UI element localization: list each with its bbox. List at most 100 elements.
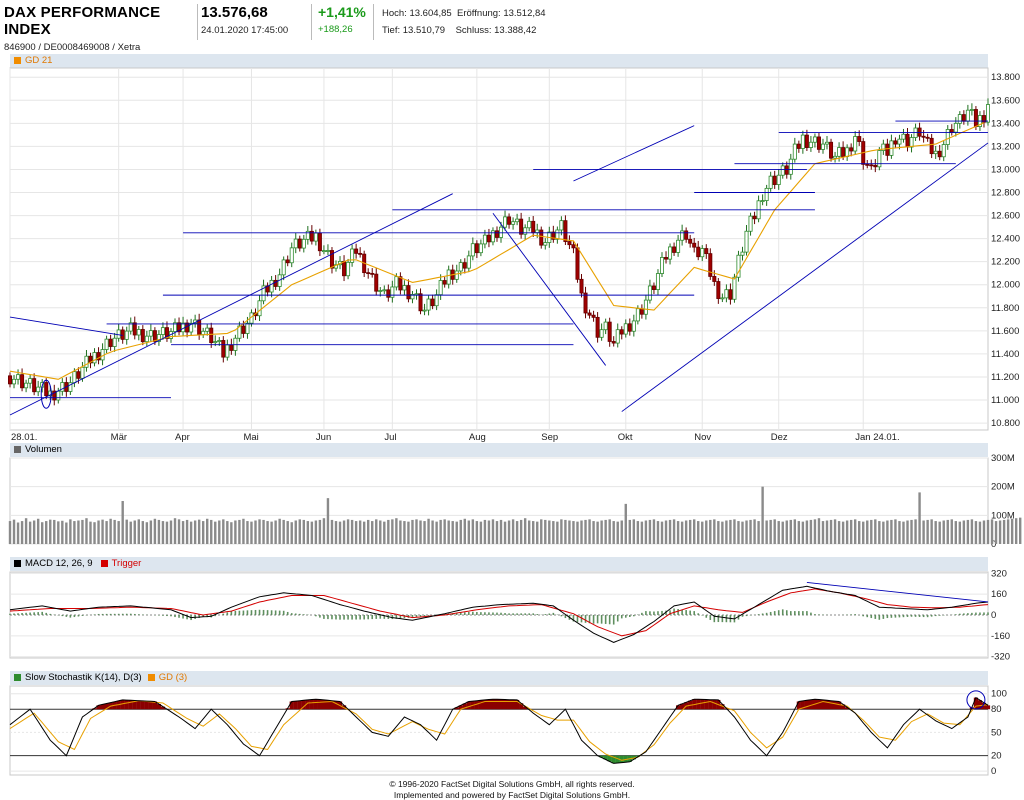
candle-body [716, 281, 721, 299]
volume-bar [298, 519, 301, 544]
candle-body [313, 232, 318, 242]
candle-body [28, 378, 33, 384]
volume-bar [109, 518, 112, 544]
volume-bar [375, 519, 378, 544]
volume-bar [833, 519, 837, 544]
volume-bar [419, 520, 422, 544]
volume-bar [181, 521, 185, 544]
trend-line [492, 212, 607, 366]
candle-body [800, 134, 805, 149]
volume-bar [491, 519, 495, 544]
trend-line [621, 142, 989, 412]
volume-bar [387, 519, 390, 544]
candle-body [189, 322, 194, 333]
candle-body [893, 140, 898, 145]
candle-body [744, 230, 749, 253]
candle-body [587, 312, 592, 316]
volume-bar [616, 521, 619, 544]
volume-bar [294, 520, 297, 544]
volume-bar [258, 519, 261, 544]
volume-bar [878, 521, 881, 544]
candle-body [808, 141, 813, 148]
stoch-tick-label: 0 [991, 766, 996, 777]
volume-bar [73, 521, 76, 544]
volume-bar [620, 520, 623, 544]
candle-body [213, 341, 218, 344]
candle-body [140, 329, 145, 343]
volume-bar [282, 519, 285, 544]
candle-body [615, 329, 620, 344]
volume-bar [487, 520, 491, 544]
candle-body [128, 322, 133, 332]
volume-bar [286, 521, 289, 544]
candle-body [885, 143, 890, 156]
quote-header: DAX PERFORMANCE INDEX 846900 / DE0008469… [0, 0, 1024, 53]
candle-body [104, 338, 109, 350]
candle-body [740, 251, 745, 256]
candle-body [829, 141, 834, 159]
volume-bar [672, 519, 676, 544]
gd-swatch [14, 56, 21, 64]
candle-body [136, 329, 141, 336]
candle-body [394, 276, 399, 288]
volume-bar [371, 521, 374, 544]
candle-body [788, 158, 793, 175]
volume-bar [837, 521, 841, 544]
candle-body [825, 141, 830, 145]
volume-bar [789, 519, 792, 544]
candle-body [704, 248, 709, 255]
x-tick-label: Aug [469, 432, 486, 443]
candle-body [410, 294, 415, 300]
volume-bar [246, 521, 249, 544]
volume-bar [962, 520, 966, 544]
candle-body [438, 280, 443, 296]
candle-body [780, 165, 785, 176]
candle-body [281, 259, 286, 276]
candle-body [156, 334, 161, 342]
volume-bar [69, 519, 72, 544]
candle-body [595, 316, 600, 338]
candle-body [728, 289, 733, 300]
candle-body [772, 175, 777, 185]
candle-body [494, 230, 499, 238]
candle-body [458, 262, 463, 272]
candle-body [736, 254, 741, 278]
volume-bar [825, 520, 829, 544]
volume-bar [210, 519, 213, 544]
price-plot-frame [9, 67, 989, 431]
volume-bar [290, 522, 293, 544]
volume-bar [274, 520, 277, 544]
candle-body [205, 327, 210, 332]
price-tick-label: 11.600 [991, 326, 1019, 337]
volume-bar [141, 521, 145, 544]
volume-bar [870, 519, 873, 544]
candle-body [664, 257, 669, 260]
candle-body [925, 136, 930, 139]
volume-bar [161, 521, 165, 544]
candle-body [881, 143, 886, 151]
change-absolute: +188,26 [318, 24, 353, 35]
candle-body [949, 129, 954, 133]
volume-bar [101, 519, 104, 544]
candle-body [672, 246, 677, 253]
candle-body [24, 382, 29, 389]
price-tick-label: 10.800 [991, 418, 1020, 429]
volume-bar [636, 521, 640, 544]
volume-bar [326, 498, 330, 544]
candle-body [519, 218, 524, 235]
volume-bar [982, 520, 986, 544]
candle-body [7, 375, 12, 385]
volume-bar [201, 521, 205, 544]
volume-bar [495, 521, 499, 544]
volume-bar [576, 521, 579, 544]
volume-plot-frame [9, 457, 989, 545]
volume-bar [85, 518, 88, 544]
volume-bar [395, 518, 398, 544]
candle-body [217, 340, 222, 342]
candle-body [571, 244, 576, 249]
candle-body [748, 215, 753, 232]
candle-body [414, 293, 419, 296]
candle-body [833, 155, 838, 159]
volume-bar [717, 521, 720, 544]
volume-bar [57, 521, 60, 544]
